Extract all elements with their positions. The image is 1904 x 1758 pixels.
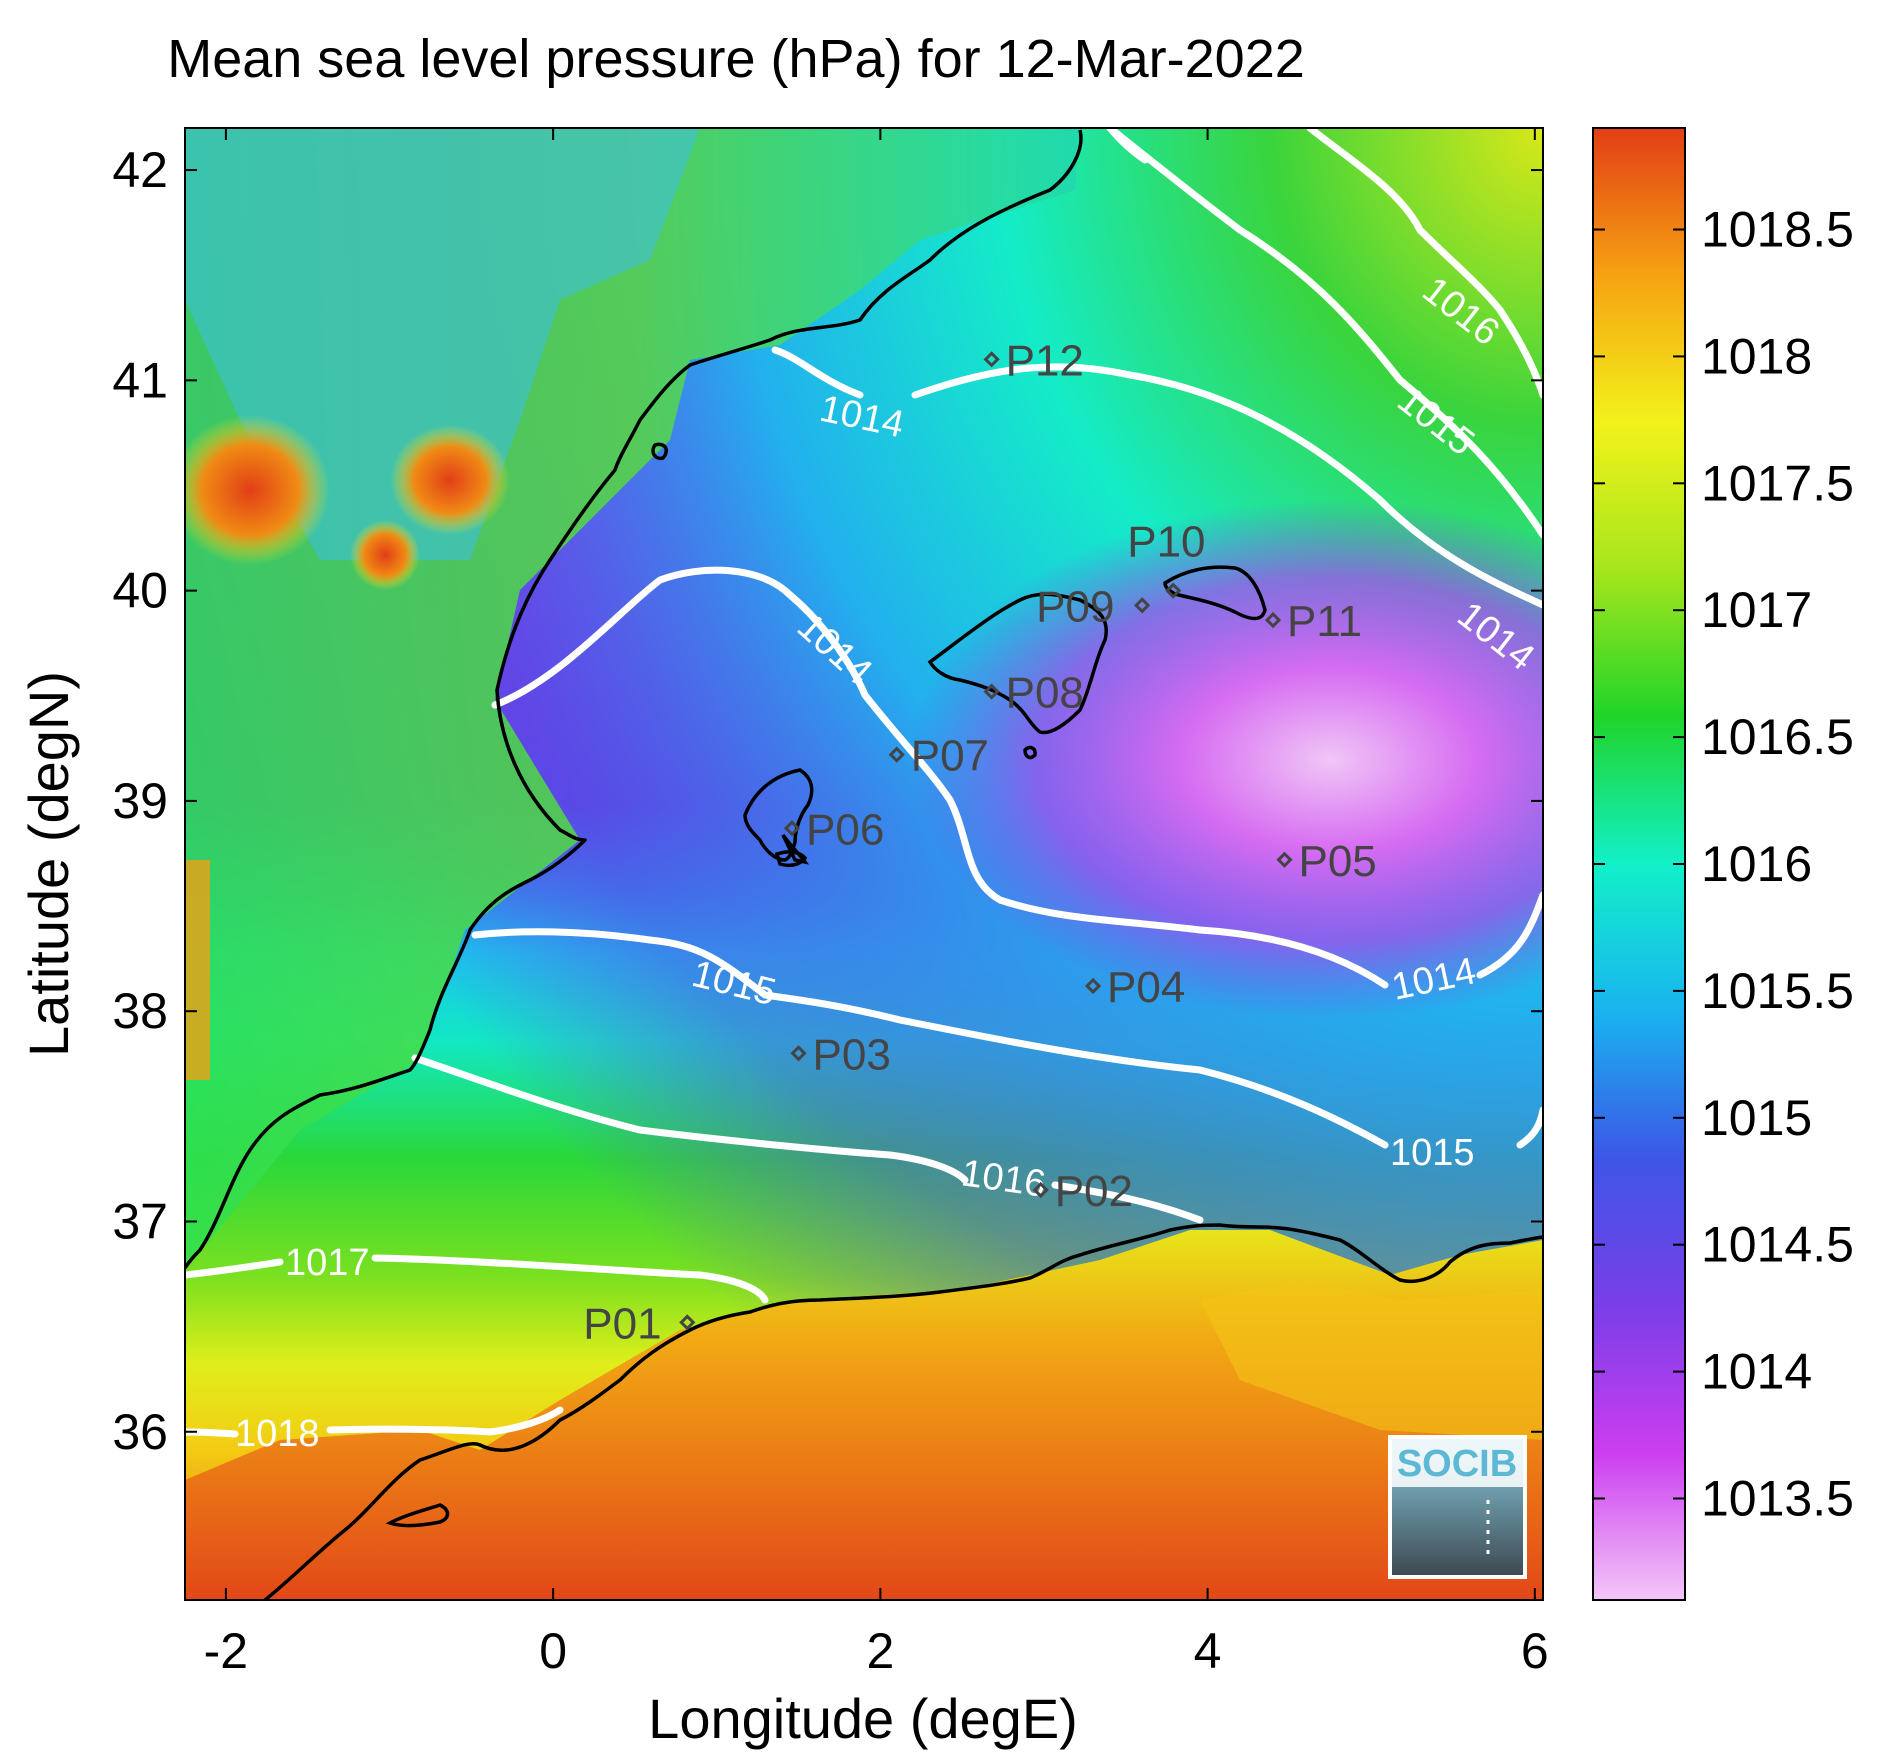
- station-label-p04: P04: [1107, 963, 1185, 1012]
- x-tick-label: -2: [204, 1623, 248, 1679]
- station-label-p05: P05: [1298, 837, 1376, 886]
- x-tick-label: 6: [1521, 1623, 1549, 1679]
- colorbar-tick-label: 1016.5: [1701, 709, 1854, 765]
- station-label-p11: P11: [1287, 597, 1362, 646]
- isobar-1017: [185, 1254, 769, 1304]
- isobar-label-1015-b: 1015: [1390, 1132, 1475, 1174]
- station-label-p07: P07: [911, 732, 989, 781]
- station-label-p09: P09: [1036, 582, 1114, 631]
- formentera-outline: [774, 850, 808, 868]
- colorbar-tick-label: 1016: [1701, 836, 1812, 892]
- x-axis-label: Longitude (degE): [648, 1687, 1078, 1750]
- isobar-1014-north: [771, 346, 1543, 609]
- colorbar-tick-label: 1018.5: [1701, 202, 1854, 258]
- coastlines: [185, 129, 1543, 1600]
- station-marker-p12: [983, 351, 1000, 368]
- alboran-outline: [385, 1503, 450, 1528]
- station-label-p03: P03: [813, 1030, 891, 1079]
- socib-logo: SOCIB: [1388, 1435, 1527, 1579]
- colorbar-tick-label: 1013.5: [1701, 1470, 1854, 1526]
- x-tick-label: 2: [866, 1623, 894, 1679]
- colorbar-tick-label: 1017: [1701, 582, 1812, 638]
- station-label-p12: P12: [1006, 336, 1084, 385]
- mallorca-outline: [927, 592, 1108, 735]
- isobar-1015-north: [1106, 128, 1543, 539]
- isobar-1016-north: [1306, 128, 1543, 399]
- socib-logo-text: SOCIB: [1397, 1443, 1517, 1485]
- columbretes: [651, 442, 668, 461]
- plot-frame: [184, 127, 1544, 1601]
- colorbar-tick-label: 1015.5: [1701, 963, 1854, 1019]
- isobar-label-1018: 1018: [235, 1413, 320, 1455]
- isobar-label-1017: 1017: [285, 1242, 370, 1284]
- station-label-p02: P02: [1055, 1167, 1133, 1216]
- y-axis-label: Latitude (degN): [17, 671, 80, 1057]
- stations: P01 P02 P03 P04 P05 P06 P07 P08 P09 P10 P11 P12: [583, 336, 1376, 1348]
- y-tick-label: 39: [112, 773, 168, 829]
- cabrera-outline: [1023, 745, 1037, 760]
- x-axis-ticks: -2 0 2 4 6: [204, 128, 1549, 1679]
- station-marker-p08: [983, 683, 1000, 700]
- station-marker-p01: [679, 1314, 696, 1331]
- y-tick-label: 36: [112, 1404, 168, 1460]
- isobar-1014-south: [491, 566, 1543, 989]
- isobar-1016-south: [411, 1054, 1204, 1224]
- colorbar: [1592, 127, 1686, 1601]
- colorbar-tick-label: 1015: [1701, 1090, 1812, 1146]
- colorbar-ticks: 1013.5 1014 1014.5 1015 1015.5 1016 1016.5 1017…: [1593, 202, 1854, 1526]
- spain-coastline: [185, 129, 1083, 1269]
- colorbar-tick-label: 1018: [1701, 328, 1812, 384]
- station-marker-p07: [888, 746, 905, 763]
- station-label-p01: P01: [583, 1299, 661, 1348]
- colorbar-tick-label: 1014: [1701, 1344, 1812, 1400]
- y-tick-label: 37: [112, 1193, 168, 1249]
- station-marker-p05: [1276, 851, 1293, 868]
- x-tick-label: 0: [539, 1623, 567, 1679]
- y-tick-label: 42: [112, 142, 168, 198]
- y-axis-ticks: 36 37 38 39 40 41 42: [112, 142, 1543, 1460]
- menorca-outline: [1163, 565, 1267, 621]
- station-marker-p09: [1134, 597, 1151, 614]
- station-label-p08: P08: [1006, 669, 1084, 718]
- x-tick-label: 4: [1194, 1623, 1222, 1679]
- y-tick-label: 41: [112, 352, 168, 408]
- colorbar-tick-label: 1017.5: [1701, 455, 1854, 511]
- y-tick-label: 38: [112, 983, 168, 1039]
- station-marker-p11: [1264, 611, 1282, 629]
- page-title: Mean sea level pressure (hPa) for 12-Mar…: [167, 29, 1305, 89]
- colorbar-tick-label: 1014.5: [1701, 1217, 1854, 1273]
- africa-coastline: [263, 1223, 1543, 1600]
- pressure-field: [185, 128, 1543, 1600]
- isobar-1015-east: [1106, 128, 1149, 164]
- y-tick-label: 40: [112, 563, 168, 619]
- station-marker-p03: [790, 1045, 807, 1062]
- station-marker-p10: [1165, 582, 1182, 599]
- station-marker-p04: [1084, 977, 1102, 995]
- station-label-p10: P10: [1127, 518, 1205, 567]
- station-label-p06: P06: [806, 805, 884, 854]
- station-marker-p02: [1032, 1181, 1049, 1199]
- station-marker-p06: [783, 820, 801, 837]
